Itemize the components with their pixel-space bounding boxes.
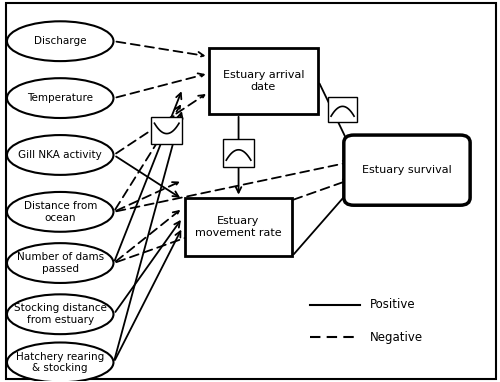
FancyBboxPatch shape xyxy=(152,117,182,144)
Text: Estuary arrival
date: Estuary arrival date xyxy=(222,70,304,92)
Ellipse shape xyxy=(7,135,114,175)
Text: Distance from
ocean: Distance from ocean xyxy=(24,201,97,223)
Ellipse shape xyxy=(7,21,114,61)
Text: Discharge: Discharge xyxy=(34,36,86,46)
Ellipse shape xyxy=(7,78,114,118)
Text: Estuary survival: Estuary survival xyxy=(362,165,452,175)
FancyBboxPatch shape xyxy=(209,48,318,114)
Ellipse shape xyxy=(7,192,114,232)
Ellipse shape xyxy=(7,295,114,334)
Text: Gill NKA activity: Gill NKA activity xyxy=(18,150,102,160)
Text: Estuary
movement rate: Estuary movement rate xyxy=(195,216,282,238)
Text: Negative: Negative xyxy=(370,330,423,343)
Text: Hatchery rearing
& stocking: Hatchery rearing & stocking xyxy=(16,351,104,373)
Ellipse shape xyxy=(7,243,114,283)
FancyBboxPatch shape xyxy=(223,139,254,167)
Text: Number of dams
passed: Number of dams passed xyxy=(16,252,104,274)
Text: Stocking distance
from estuary: Stocking distance from estuary xyxy=(14,303,106,325)
Ellipse shape xyxy=(7,343,114,382)
Text: Temperature: Temperature xyxy=(27,93,93,103)
Text: Positive: Positive xyxy=(370,298,416,311)
FancyBboxPatch shape xyxy=(328,97,357,122)
FancyBboxPatch shape xyxy=(344,135,470,205)
FancyBboxPatch shape xyxy=(186,197,292,256)
